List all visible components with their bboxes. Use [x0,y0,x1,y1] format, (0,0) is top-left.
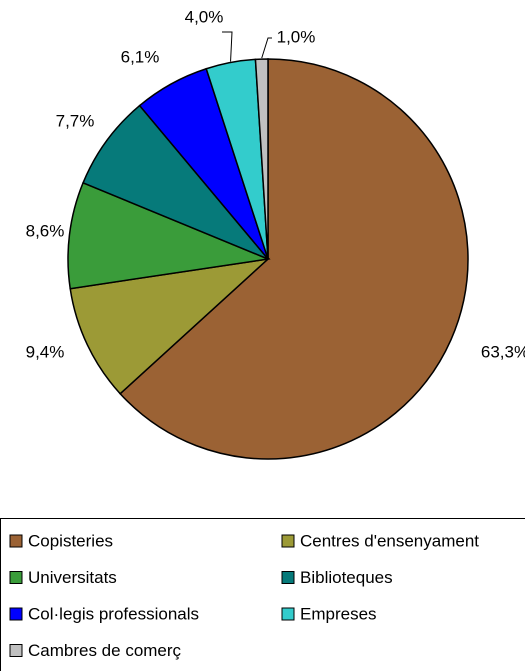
data-label: 7,7% [56,111,95,130]
pie-slice [119,58,469,460]
legend-label: Empreses [300,604,377,623]
legend-swatch [281,607,295,621]
legend-label: Centres d'ensenyament [300,531,479,550]
legend-swatch [281,534,295,548]
legend-label: Cambres de comerç [28,641,182,660]
leader-line [261,37,272,59]
data-label: 1,0% [277,27,316,46]
leader-line [222,31,233,62]
legend-swatch [9,534,23,548]
pie-slice [69,257,271,395]
legend-label: Copisteries [28,531,113,550]
data-label: 8,6% [26,221,65,240]
legend-label: Universitats [28,568,117,587]
data-label: 9,4% [26,342,65,361]
data-label: 4,0% [185,7,224,26]
legend-label: Biblioteques [300,568,393,587]
legend-swatch [281,571,295,584]
legend-swatch [9,571,23,584]
pie-slice [82,104,269,260]
legend-label: Col·legis professionals [28,604,199,623]
legend-box [0,518,525,671]
pie-slice [67,181,271,290]
data-label: 63,3% [481,342,525,361]
pie-slice [254,58,269,260]
legend-swatch [9,607,23,621]
data-label: 6,1% [121,47,160,66]
legend-swatch [9,644,23,657]
